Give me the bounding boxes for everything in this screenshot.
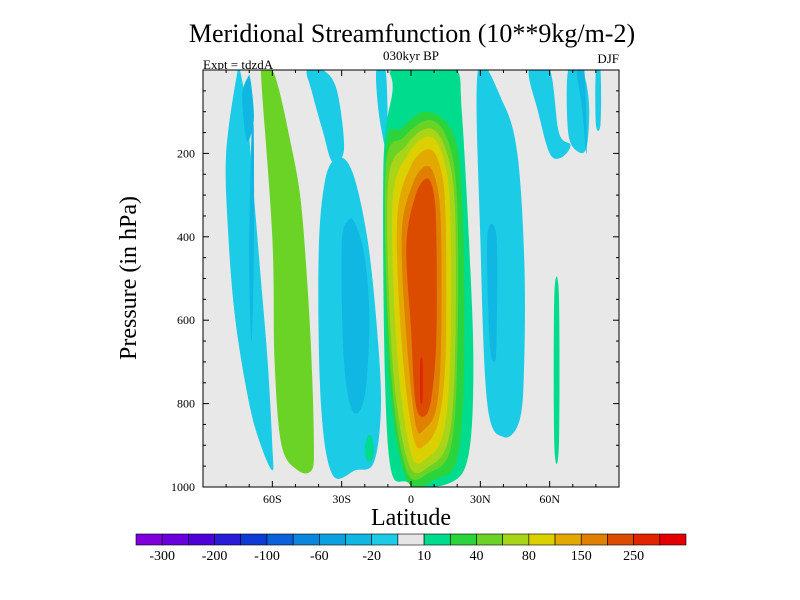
colorbar-label-9: 250 [623,549,644,564]
contour-region-24 [364,434,375,462]
contour-region-4 [306,70,345,163]
colorbar-label-2: -100 [254,549,280,564]
contour-region-18 [486,223,498,362]
axis-ticks: 60S 30S 0 30N 60N 200 400 600 800 1000 [171,70,619,506]
y-tick-label-3: 800 [177,397,195,411]
contour-region-1 [242,72,254,142]
contour-region-2 [249,116,255,342]
colorbar-box-1 [161,533,189,546]
contour-region-21 [576,70,587,154]
y-tick-label-0: 200 [177,146,195,160]
colorbar-box-14 [502,533,530,546]
y-tick-label-1: 400 [177,230,195,244]
y-tick-label-4: 1000 [171,480,195,494]
x-tick-label-1: 30S [332,492,351,506]
colorbar-box-9 [371,533,399,546]
y-axis-title: Pressure (in hPa) [116,196,142,360]
colorbar-box-6 [292,533,320,546]
colorbar-box-5 [266,533,294,546]
contour-region-17 [476,70,525,438]
colorbar-box-2 [188,533,215,546]
x-tick-label-3: 30N [470,492,491,506]
colorbar-box-0 [135,533,163,546]
x-tick-label-2: 0 [408,492,414,506]
colorbar-box-15 [528,533,556,546]
contour-fill-layer [225,70,602,487]
colorbar-label-6: 40 [470,549,484,564]
contour-region-6 [341,218,370,414]
contour-region-7 [375,70,388,153]
colorbar-box-18 [607,533,634,546]
chart-title: Meridional Streamfunction (10**9kg/m-2) [189,19,635,48]
colorbar-box-13 [476,533,503,546]
colorbar-label-8: 150 [571,549,592,564]
contour-region-16 [419,357,423,405]
colorbar-box-8 [345,533,373,546]
colorbar-box-10 [397,533,425,546]
y-tick-label-2: 600 [177,313,195,327]
colorbar-box-16 [554,533,582,546]
colorbar-box-12 [449,533,477,546]
colorbar-label-3: -60 [310,549,329,564]
colorbar-label-7: 80 [522,549,536,564]
x-axis-title: Latitude [371,505,451,531]
plot-area: 60S 30S 0 30N 60N 200 400 600 800 1000 [171,69,620,506]
colorbar-box-11 [423,533,451,546]
contour-region-22 [595,70,602,131]
experiment-label: Expt = tdzdA [203,57,274,72]
contour-region-3 [260,70,314,474]
colorbar-box-3 [214,533,242,546]
colorbar-label-5: 10 [417,549,431,564]
colorbar-label-4: -20 [362,549,381,564]
colorbar-box-17 [580,533,608,546]
season-label: DJF [597,51,619,66]
x-tick-label-0: 60S [263,492,282,506]
colorbar-box-7 [319,533,346,546]
colorbar: -300 -200 -100 -60 -20 10 40 80 150 250 [135,533,687,564]
colorbar-box-20 [659,533,687,546]
colorbar-box-19 [633,533,661,546]
colorbar-box-4 [240,533,268,546]
chart-subtitle: 030kyr BP [383,48,439,63]
contour-region-19 [528,70,571,159]
contour-region-23 [553,276,560,465]
colorbar-label-0: -300 [149,549,175,564]
contour-region-15 [406,178,437,417]
x-tick-label-4: 60N [539,492,560,506]
colorbar-label-1: -200 [202,549,228,564]
